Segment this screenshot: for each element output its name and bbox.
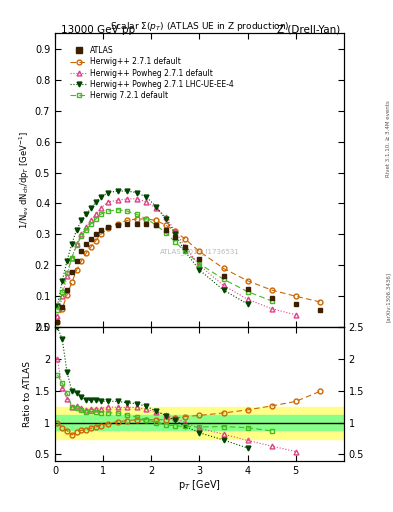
Title: Scalar $\Sigma(p_T)$ (ATLAS UE in Z production): Scalar $\Sigma(p_T)$ (ATLAS UE in Z prod…: [110, 20, 289, 33]
ATLAS: [94, 231, 98, 238]
ATLAS: [125, 221, 130, 227]
ATLAS: [245, 286, 250, 292]
ATLAS: [163, 227, 168, 233]
Bar: [55, 407, 344, 439]
ATLAS: [173, 234, 178, 241]
Text: Z (Drell-Yan): Z (Drell-Yan): [277, 25, 340, 35]
ATLAS: [154, 222, 158, 228]
Legend: ATLAS, Herwig++ 2.7.1 default, Herwig++ Powheg 2.7.1 default, Herwig++ Powheg 2.: ATLAS, Herwig++ 2.7.1 default, Herwig++ …: [70, 46, 234, 100]
ATLAS: [89, 236, 94, 242]
ATLAS: [98, 227, 103, 233]
ATLAS: [84, 241, 89, 247]
ATLAS: [197, 256, 202, 262]
ATLAS: [74, 258, 79, 264]
Line: ATLAS: ATLAS: [55, 221, 322, 324]
X-axis label: p$_T$ [GeV]: p$_T$ [GeV]: [178, 478, 221, 493]
Text: ATLAS_2019_I1736531: ATLAS_2019_I1736531: [160, 249, 239, 255]
Y-axis label: 1/N$_{\rm ev}$ dN$_{\rm ch}$/dp$_T$ [GeV$^{-1}$]: 1/N$_{\rm ev}$ dN$_{\rm ch}$/dp$_T$ [GeV…: [18, 132, 32, 229]
ATLAS: [55, 318, 60, 325]
ATLAS: [144, 221, 149, 227]
Text: Rivet 3.1.10, ≥ 3.4M events: Rivet 3.1.10, ≥ 3.4M events: [386, 100, 391, 177]
ATLAS: [293, 301, 298, 307]
ATLAS: [183, 244, 187, 250]
ATLAS: [106, 224, 110, 230]
ATLAS: [115, 222, 120, 228]
ATLAS: [221, 273, 226, 279]
ATLAS: [318, 307, 322, 313]
Text: [arXiv:1306.3436]: [arXiv:1306.3436]: [386, 272, 391, 322]
ATLAS: [65, 287, 70, 293]
Y-axis label: Ratio to ATLAS: Ratio to ATLAS: [23, 361, 32, 427]
ATLAS: [269, 295, 274, 301]
ATLAS: [60, 304, 64, 310]
ATLAS: [134, 221, 139, 227]
ATLAS: [70, 268, 74, 274]
Text: 13000 GeV pp: 13000 GeV pp: [61, 25, 135, 35]
ATLAS: [79, 248, 84, 254]
Bar: [55, 415, 344, 430]
